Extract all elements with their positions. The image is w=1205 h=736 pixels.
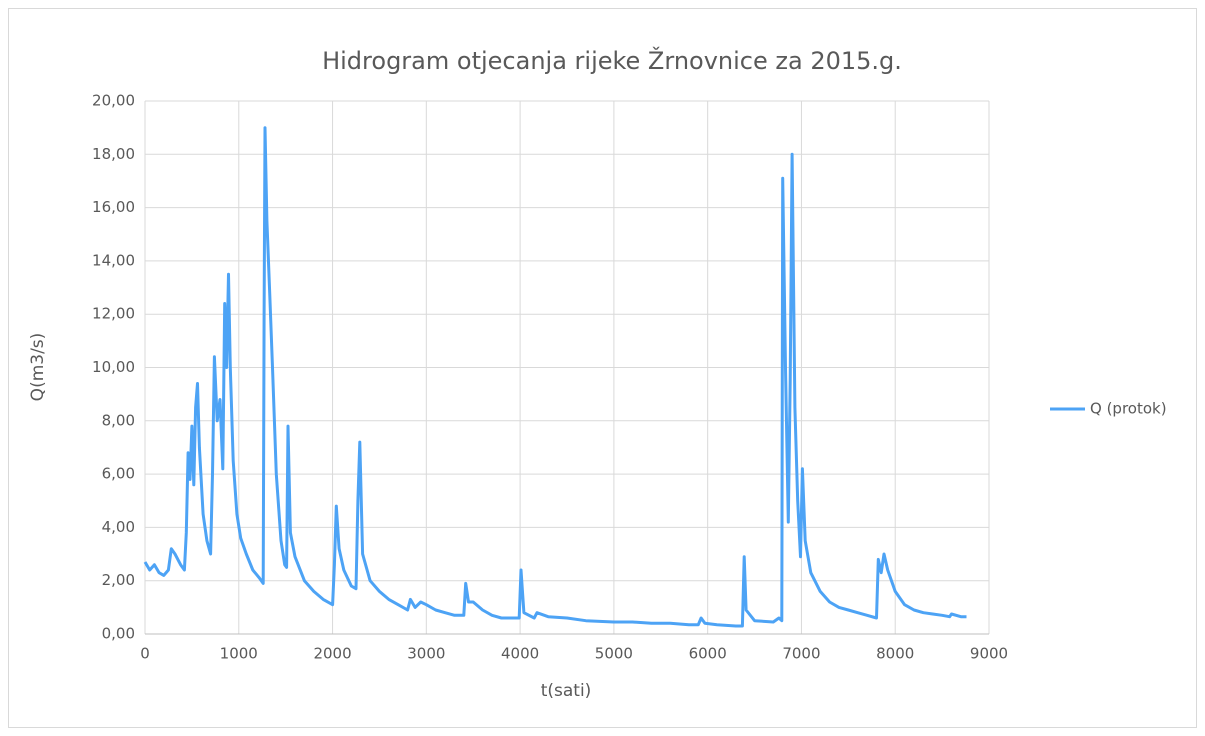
y-tick-label: 2,00 — [102, 571, 135, 589]
y-tick-label: 0,00 — [102, 625, 135, 643]
data-line — [143, 126, 967, 628]
y-tick-label: 6,00 — [102, 465, 135, 483]
x-tick-label: 7000 — [782, 645, 820, 663]
y-tick-label: 12,00 — [92, 305, 135, 323]
x-tick-label: 5000 — [595, 645, 633, 663]
y-axis-label: Q(m3/s) — [28, 333, 48, 402]
y-tick-label: 14,00 — [92, 251, 135, 269]
chart-title: Hidrogram otjecanja rijeke Žrnovnice za … — [322, 46, 902, 75]
y-tick-label: 18,00 — [92, 145, 135, 163]
y-tick-label: 16,00 — [92, 198, 135, 216]
x-tick-label: 4000 — [501, 645, 539, 663]
x-tick-label: 3000 — [407, 645, 445, 663]
x-axis-label: t(sati) — [541, 681, 592, 701]
x-tick-label: 6000 — [689, 645, 727, 663]
y-tick-label: 10,00 — [92, 358, 135, 376]
x-tick-label: 1000 — [220, 645, 258, 663]
y-tick-label: 8,00 — [102, 411, 135, 429]
x-tick-label: 2000 — [313, 645, 351, 663]
x-tick-label: 9000 — [970, 645, 1008, 663]
x-tick-label: 0 — [140, 645, 150, 663]
legend-label: Q (protok) — [1090, 400, 1167, 418]
y-tick-label: 4,00 — [102, 518, 135, 536]
y-tick-label: 20,00 — [92, 92, 135, 110]
x-tick-label: 8000 — [876, 645, 914, 663]
